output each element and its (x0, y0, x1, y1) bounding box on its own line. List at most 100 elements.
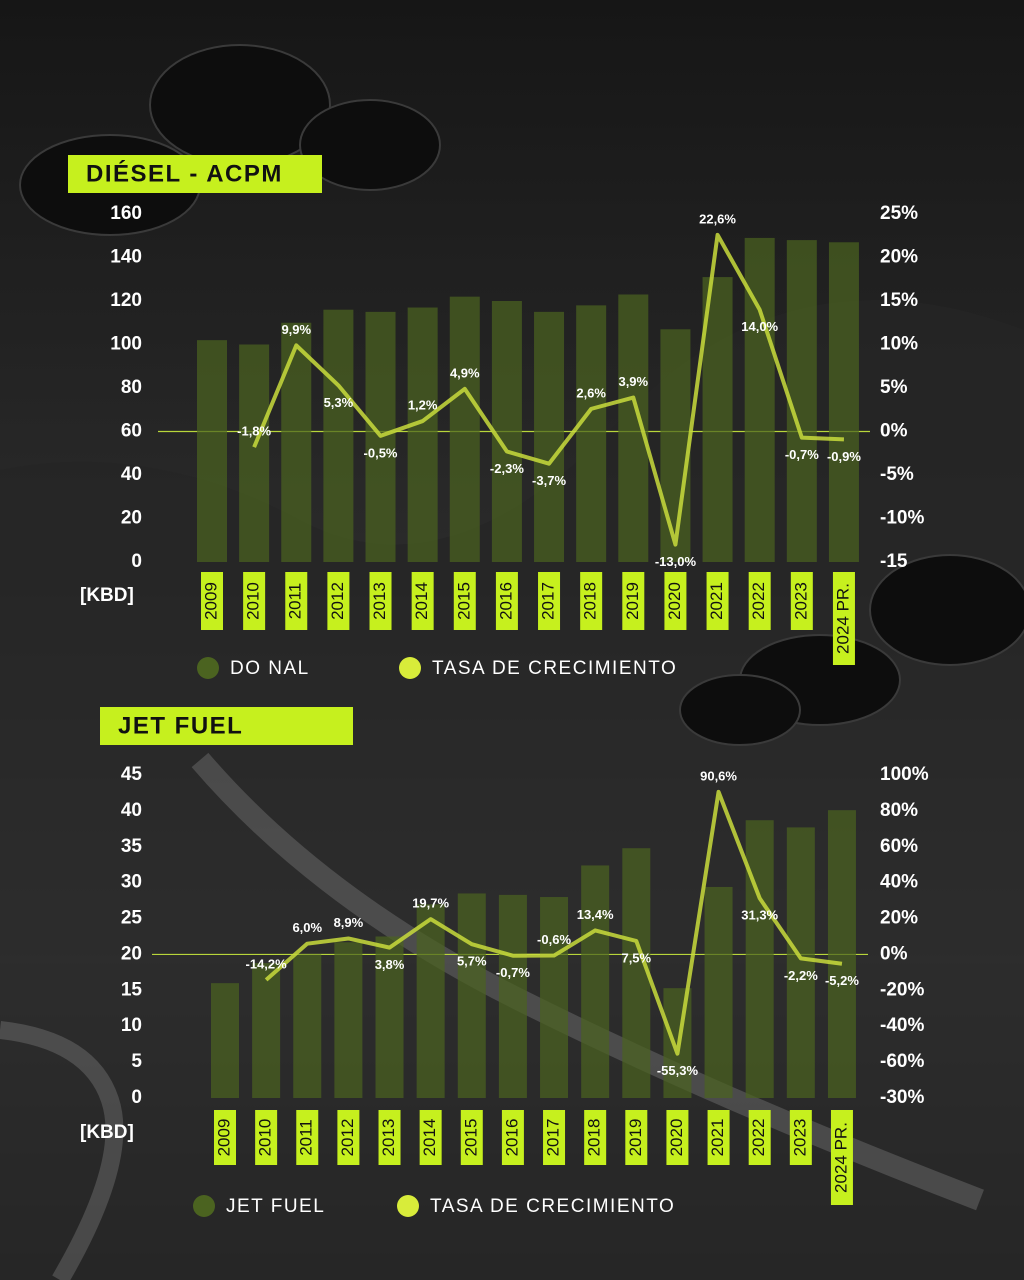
bar (491, 301, 522, 562)
y-tick-label: 40 (121, 800, 142, 821)
y-tick-label: 80 (121, 377, 142, 398)
y2-tick-label: 20% (880, 247, 918, 268)
data-label: -13,0% (655, 554, 697, 569)
x-tick-label: 2016 (496, 582, 515, 620)
y-tick-label: 100 (110, 334, 142, 355)
x-tick-label: 2009 (201, 582, 220, 620)
data-label: 19,7% (412, 896, 449, 911)
y2-tick-label: 80% (880, 800, 918, 821)
bar (457, 893, 486, 1098)
category-box (748, 572, 771, 630)
category-box (706, 572, 729, 630)
y-tick-label: 30 (121, 872, 142, 893)
category-box (748, 1110, 771, 1165)
chart-title: JET FUEL (118, 712, 243, 739)
bar (197, 340, 227, 562)
category-box (327, 572, 350, 630)
category-box (622, 572, 645, 630)
y2-tick-label: -5% (880, 464, 914, 485)
growth-line (264, 789, 843, 1056)
data-label: -0,7% (785, 447, 819, 462)
x-tick-label: 2016 (502, 1119, 521, 1157)
chart-title: DIÉSEL - ACPM (86, 159, 283, 187)
bar (581, 865, 610, 1098)
bar (828, 242, 859, 562)
x-tick-label: 2012 (328, 582, 347, 620)
y2-tick-label: 15% (880, 290, 918, 311)
category-box (543, 1110, 566, 1165)
y-tick-label: 160 (110, 203, 142, 224)
y2-tick-label: -60% (880, 1051, 924, 1072)
data-label: -0,6% (537, 932, 571, 947)
data-label: 3,9% (618, 374, 648, 389)
y-tick-label: 45 (121, 764, 143, 785)
y-tick-label: 120 (110, 290, 142, 311)
data-label: -14,2% (246, 956, 288, 971)
y2-tick-label: 100% (880, 764, 929, 785)
category-box (419, 1110, 442, 1165)
y2-tick-label: 20% (880, 908, 918, 929)
data-label: 6,0% (292, 920, 322, 935)
category-box (214, 1110, 236, 1165)
x-tick-label: 2019 (623, 582, 642, 620)
x-tick-label: 2011 (286, 583, 305, 620)
x-tick-label: 2021 (708, 1119, 727, 1157)
bar (704, 886, 733, 1098)
data-label: 4,9% (450, 365, 480, 380)
y-tick-label: 20 (121, 508, 142, 529)
y-tick-label: 0 (131, 551, 142, 572)
y2-tick-label: 5% (880, 377, 908, 398)
bar (702, 277, 733, 562)
y2-tick-label: 25% (880, 203, 918, 224)
bar (407, 307, 438, 562)
x-tick-label: 2010 (244, 582, 263, 620)
data-label: 2,6% (576, 385, 606, 400)
x-tick-label: 2024 PR. (831, 1122, 850, 1193)
y2-tick-label: -40% (880, 1015, 924, 1036)
category-box (832, 572, 855, 665)
x-tick-label: 2015 (461, 1119, 480, 1157)
legend-label: TASA DE CRECIMIENTO (430, 1196, 675, 1217)
x-tick-label: 2024 PR. (833, 583, 852, 654)
category-box (285, 572, 308, 630)
bar (660, 329, 691, 562)
y-tick-label: 5 (131, 1051, 142, 1072)
category-box (495, 572, 518, 630)
road (0, 1021, 124, 1280)
x-axis-label: [KBD] (80, 585, 134, 606)
data-label: -0,9% (827, 449, 861, 464)
data-label: 9,9% (281, 322, 311, 337)
x-tick-label: 2023 (791, 582, 810, 620)
bar (745, 820, 774, 1098)
data-label: -2,3% (490, 461, 524, 476)
y2-tick-label: 60% (880, 836, 918, 857)
title-box (100, 707, 353, 745)
data-label: 14,0% (741, 319, 778, 334)
category-box (378, 1110, 401, 1165)
bar (449, 296, 480, 562)
data-label: 1,2% (408, 397, 438, 412)
bar (334, 942, 363, 1098)
legend-swatch (193, 1195, 215, 1217)
y-tick-label: 140 (110, 247, 142, 268)
bar (211, 983, 239, 1098)
data-label: -1,8% (237, 424, 271, 439)
x-tick-label: 2023 (790, 1119, 809, 1157)
growth-line (252, 232, 845, 547)
category-box (790, 572, 813, 630)
category-box (460, 1110, 483, 1165)
data-label: -5,2% (825, 973, 859, 988)
y2-tick-label: 0% (880, 421, 908, 442)
x-tick-label: 2021 (707, 582, 726, 620)
legend-label: DO NAL (230, 658, 310, 679)
data-label: 5,3% (324, 395, 354, 410)
category-box (625, 1110, 648, 1165)
bar (827, 810, 856, 1098)
category-box (453, 572, 476, 630)
category-box (666, 1110, 689, 1165)
x-tick-label: 2009 (214, 1119, 233, 1157)
x-tick-label: 2018 (581, 582, 600, 620)
category-box (255, 1110, 278, 1165)
category-box (789, 1110, 812, 1165)
